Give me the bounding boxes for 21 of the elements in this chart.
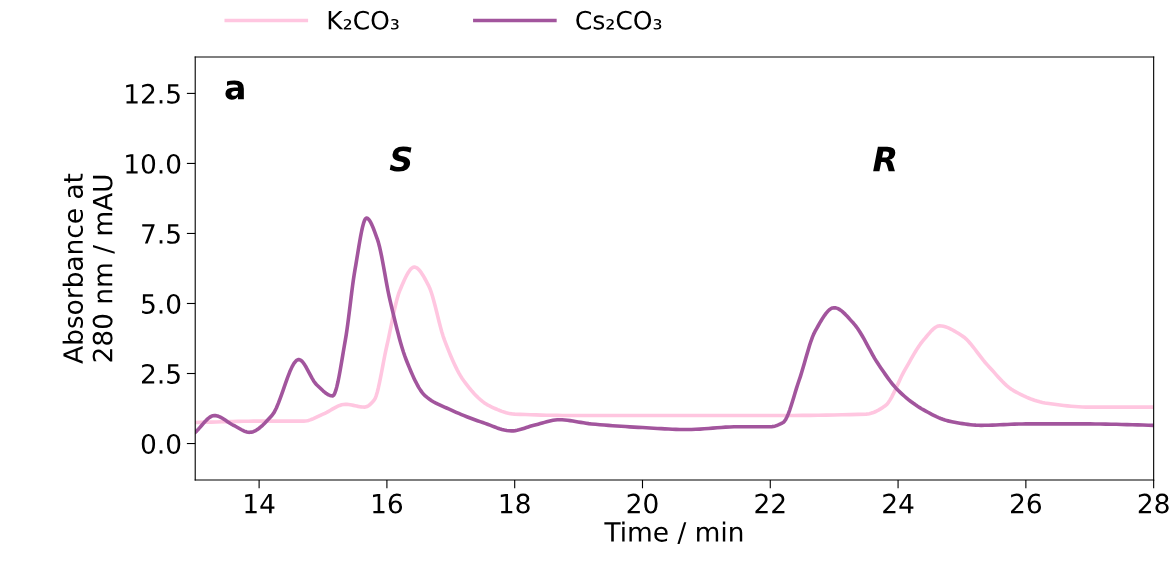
x-axis-title: Time / min — [604, 521, 743, 544]
annotation: S — [389, 146, 412, 172]
x-tick-label: 28 — [1138, 493, 1169, 514]
y-tick-label: 12.5 — [126, 83, 180, 104]
y-tick-label: 5.0 — [142, 293, 181, 314]
x-tick-label: 20 — [627, 493, 658, 514]
annotation: R — [873, 146, 896, 172]
x-tick-label: 22 — [755, 493, 785, 514]
y-tick-label: 0.0 — [141, 433, 181, 454]
x-tick-label: 18 — [500, 493, 530, 514]
y-tick-label: 7.5 — [142, 224, 180, 244]
y-tick-label: 2.5 — [141, 363, 180, 384]
x-tick-label: 14 — [245, 493, 275, 514]
x-tick-label: 24 — [883, 493, 914, 514]
legend-label: Cs₂CO₃ — [576, 10, 662, 30]
annotation: a — [225, 80, 244, 100]
legend-label: K₂CO₃ — [328, 10, 399, 30]
y-tick-label: 10.0 — [126, 153, 181, 174]
x-tick-label: 26 — [1011, 493, 1041, 514]
x-tick-label: 16 — [373, 493, 403, 514]
y-axis-title: Absorbance at 280 nm / mAU — [62, 173, 115, 364]
